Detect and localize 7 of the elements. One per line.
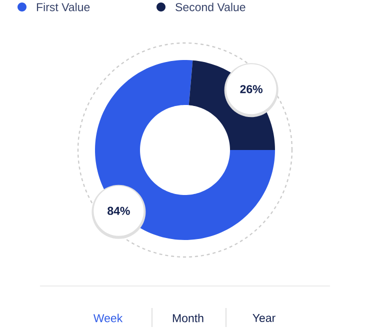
data-label: 84%	[108, 206, 130, 215]
text: Month	[172, 314, 204, 322]
data-label: 26%	[240, 85, 263, 94]
legend-label: Second Value	[176, 2, 246, 12]
text: Week	[93, 314, 123, 322]
text: Year	[252, 314, 276, 322]
legend-label: First Value	[36, 2, 90, 12]
